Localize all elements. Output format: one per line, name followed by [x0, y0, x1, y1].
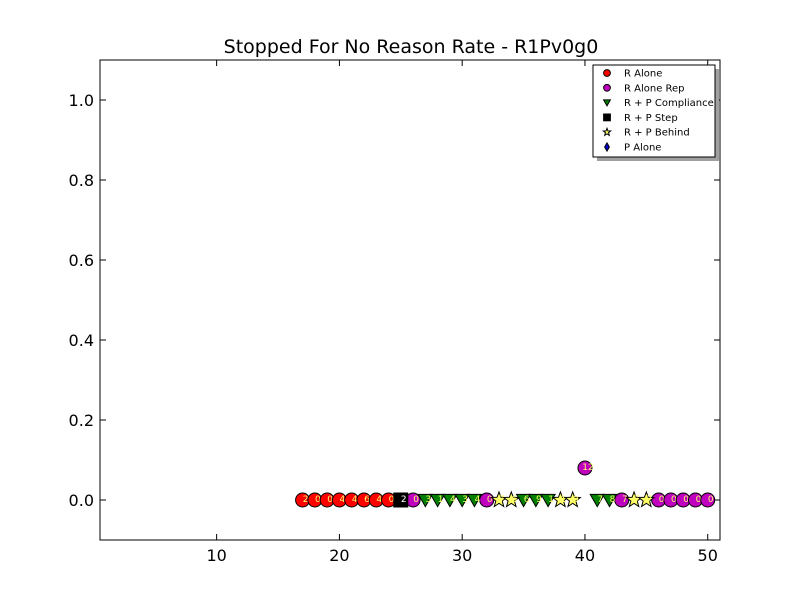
- point-r-p-compliance-4: [466, 493, 483, 508]
- point-label-r-p-compliance-6: 9: [536, 495, 542, 505]
- point-label-r-p-behind-0: 7: [499, 495, 505, 505]
- legend: R Alone R Alone Rep R + P Compliance R + P …: [592, 64, 719, 161]
- chart-title: Stopped For No Reason Rate - R1Pv0g0: [224, 36, 599, 58]
- x-tick-label-3: 40: [575, 546, 595, 565]
- point-r-p-compliance-9: [601, 493, 618, 508]
- point-label-r-alone-rep-4: 0: [659, 495, 665, 505]
- point-label-r-alone-6: 4: [376, 495, 382, 505]
- point-label-r-p-compliance-9: 8: [610, 495, 616, 505]
- point-label-r-p-compliance-3: 3: [462, 495, 468, 505]
- axes-layer: 10 20 30 40 500.00.20.40.60.81.0: [69, 59, 721, 565]
- point-r-p-compliance-5: [515, 493, 532, 508]
- point-label-r-alone-4: 4: [352, 495, 358, 505]
- point-r-p-compliance-2: [442, 493, 458, 508]
- point-label-r-alone-rep-5: 0: [671, 495, 677, 505]
- point-label-r-p-compliance-0: 3: [425, 495, 431, 505]
- legend-label-r-alone-rep: R Alone Rep: [624, 83, 685, 94]
- point-label-r-alone-rep-0: 0: [413, 495, 419, 505]
- point-r-p-compliance-8: [589, 493, 606, 508]
- y-tick-label-0: 0.0: [69, 491, 94, 510]
- point-r-alone-rep-2: [577, 460, 593, 476]
- point-label-r-alone-2: 0: [327, 495, 333, 505]
- legend-label-r-p-compliance: R + P Compliance: [624, 98, 714, 109]
- point-r-p-behind-1: [502, 490, 521, 508]
- point-label-r-p-behind-4: 7: [634, 495, 640, 505]
- legend-marker-r-p-behind: [601, 126, 613, 137]
- legend-marker-p-alone: [604, 141, 610, 153]
- legend-label-p-alone: P Alone: [624, 143, 661, 154]
- point-label-r-p-compliance-2: 4: [450, 495, 456, 505]
- point-label-r-alone-rep-6: 0: [683, 495, 689, 505]
- point-label-r-alone-7: 0: [389, 495, 395, 505]
- legend-label-r-p-step: R + P Step: [624, 113, 678, 124]
- legend-marker-r-p-step: [603, 113, 611, 122]
- legend-label-r-alone: R Alone: [624, 69, 662, 80]
- y-tick-label-1: 0.2: [69, 411, 94, 430]
- x-tick-label-4: 50: [698, 546, 718, 565]
- point-label-r-p-compliance-5: 6: [524, 495, 530, 505]
- point-r-p-compliance-3: [454, 493, 471, 508]
- point-label-r-alone-rep-8: 0: [708, 495, 714, 505]
- point-label-r-p-compliance-4: 4: [475, 495, 481, 505]
- point-r-p-behind-5: [637, 490, 656, 508]
- point-label-r-p-step-0: 2: [401, 495, 407, 505]
- point-label-r-p-behind-1: 6: [511, 495, 517, 505]
- x-tick-label-0: 10: [206, 546, 226, 565]
- point-label-r-alone-3: 4: [340, 495, 346, 505]
- legend-label-r-p-behind: R + P Behind: [624, 128, 690, 139]
- point-label-r-alone-rep-7: 0: [696, 495, 702, 505]
- point-r-p-compliance-0: [417, 493, 434, 508]
- point-r-p-behind-3: [563, 490, 582, 508]
- point-r-p-compliance-6: [527, 493, 544, 508]
- x-tick-label-1: 20: [329, 546, 349, 565]
- y-tick-label-2: 0.4: [69, 331, 94, 350]
- legend-box: [592, 64, 716, 158]
- point-label-r-alone-rep-2: 12: [582, 463, 593, 473]
- point-label-r-alone-0: 2: [303, 495, 309, 505]
- legend-marker-r-alone-rep: [603, 83, 611, 92]
- legend-marker-r-alone: [603, 69, 611, 77]
- point-label-r-p-behind-3: 0: [573, 495, 579, 505]
- point-label-r-p-compliance-8: 7: [597, 495, 603, 505]
- y-tick-label-5: 1.0: [69, 91, 94, 110]
- y-tick-label-3: 0.6: [69, 251, 94, 270]
- point-label-r-alone-rep-3: 7: [622, 495, 628, 505]
- series-r-p-step: 2: [393, 492, 409, 508]
- x-tick-label-2: 30: [452, 546, 472, 565]
- plot-frame: [99, 59, 721, 541]
- point-r-p-compliance-1: [429, 493, 446, 508]
- point-r-p-compliance-7: [540, 493, 556, 508]
- legend-marker-r-p-compliance: [602, 99, 612, 107]
- point-label-r-alone-5: 6: [364, 495, 370, 505]
- point-label-r-alone-rep-1: 0: [487, 495, 493, 505]
- point-label-r-p-compliance-1: 1: [438, 495, 444, 505]
- point-label-r-p-compliance-7: 1: [548, 495, 554, 505]
- point-label-r-alone-1: 0: [315, 495, 321, 505]
- y-tick-label-4: 0.8: [69, 171, 94, 190]
- point-label-r-p-behind-5: 7: [646, 495, 652, 505]
- point-label-r-p-behind-2: 1: [561, 495, 567, 505]
- point-r-p-step-0: [393, 492, 409, 508]
